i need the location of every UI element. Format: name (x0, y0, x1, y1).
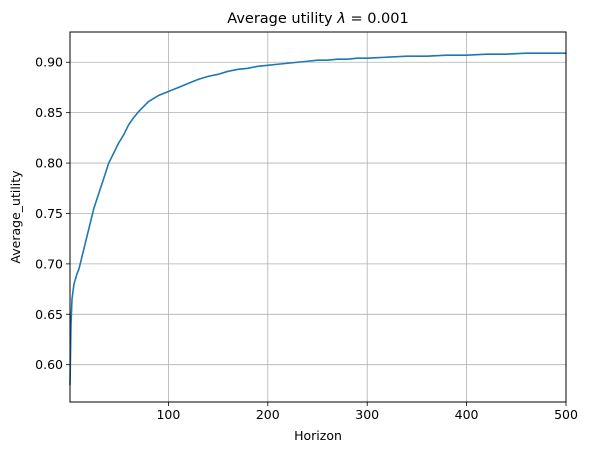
x-tick-label: 100 (156, 407, 180, 422)
ticks: 100 200 300 400 500 0.60 0.65 0.70 0.75 0.80 0.85 0… (35, 55, 578, 422)
x-tick-label: 500 (554, 407, 578, 422)
x-tick-label: 200 (256, 407, 280, 422)
y-axis-label: Average_utility (8, 170, 23, 264)
y-tick-label: 0.80 (35, 156, 63, 171)
x-tick-label: 400 (455, 407, 479, 422)
y-tick-label: 0.65 (35, 307, 63, 322)
series-layer (69, 52, 567, 386)
y-tick-label: 0.70 (35, 256, 63, 271)
chart-title-lambda: λ (336, 11, 346, 27)
x-axis-label: Horizon (294, 428, 342, 443)
chart-title-prefix: Average utility (227, 11, 337, 27)
y-tick-label: 0.90 (35, 55, 63, 70)
x-tick-label: 300 (355, 407, 379, 422)
y-tick-label: 0.60 (35, 357, 63, 372)
chart-title-suffix: = 0.001 (346, 11, 409, 27)
chart-title: Average utility λ = 0.001 (227, 11, 408, 27)
grid (70, 32, 567, 402)
y-tick-label: 0.85 (35, 105, 63, 120)
series-line (69, 52, 567, 386)
plot-frame (69, 31, 567, 403)
y-tick-label: 0.75 (35, 206, 63, 221)
